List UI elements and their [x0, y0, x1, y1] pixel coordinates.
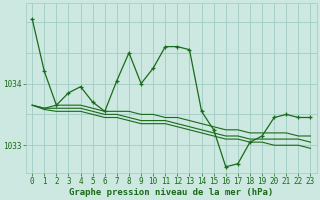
X-axis label: Graphe pression niveau de la mer (hPa): Graphe pression niveau de la mer (hPa): [69, 188, 274, 197]
